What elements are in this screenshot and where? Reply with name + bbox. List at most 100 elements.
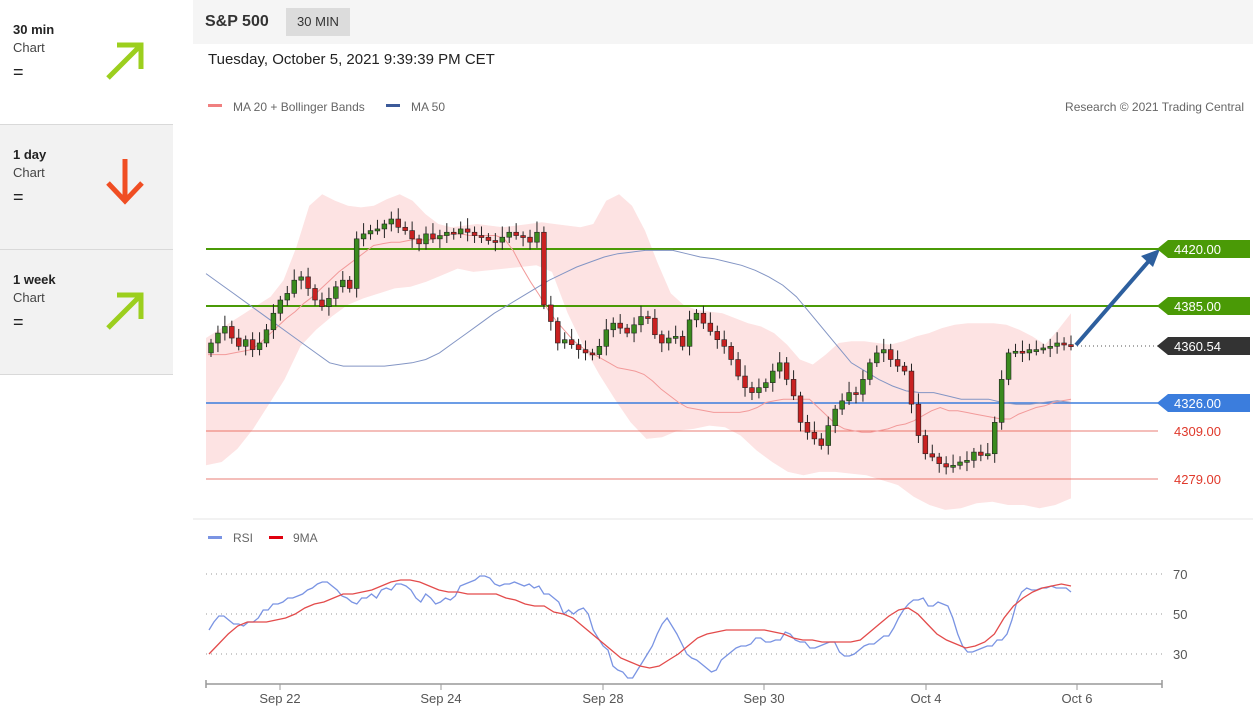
candle — [998, 379, 1005, 423]
level-tag-last — [1157, 337, 1250, 355]
candle — [360, 233, 367, 240]
candle — [985, 453, 991, 457]
level-label-last: 4360.54 — [1174, 339, 1221, 354]
legend-ma20: MA 20 + Bollinger Bands — [233, 100, 365, 114]
candle — [714, 331, 720, 340]
candle — [832, 408, 838, 426]
candle — [263, 329, 270, 344]
candles — [208, 208, 1074, 475]
candle — [686, 319, 693, 347]
candle — [437, 235, 443, 240]
candle — [742, 375, 748, 388]
candle — [756, 387, 762, 393]
rsi-panel: 70 50 30 — [206, 567, 1187, 679]
candle — [749, 387, 755, 393]
candle — [568, 339, 575, 345]
candle — [541, 231, 547, 306]
level-tag-4420.00 — [1157, 240, 1250, 258]
timeframe-label: Chart — [13, 165, 45, 180]
timeframe-title: 1 day — [13, 147, 47, 162]
forecast-arrow-head — [1141, 249, 1160, 267]
timeframe-badge[interactable]: 30 MIN — [286, 8, 350, 36]
timeframe-card-1week[interactable]: 1 week Chart = — [0, 250, 173, 375]
candle — [374, 228, 381, 232]
level-label-4279.00: 4279.00 — [1174, 472, 1221, 487]
candle — [1068, 344, 1074, 347]
candle — [367, 230, 374, 235]
candle — [825, 425, 831, 446]
forecast-arrow-shaft — [1074, 260, 1150, 347]
level-label-4385.00: 4385.00 — [1174, 299, 1221, 314]
candle — [901, 365, 908, 372]
candle — [388, 218, 395, 225]
candle — [957, 461, 963, 466]
legend-swatch-9ma — [269, 536, 283, 539]
candle — [874, 352, 880, 364]
candle — [666, 337, 672, 344]
candle — [978, 451, 984, 456]
candle — [236, 337, 242, 347]
rsi-line — [208, 575, 1072, 679]
candle — [409, 230, 415, 240]
ma20-line — [208, 233, 1072, 433]
timeframe-status: = — [13, 312, 24, 332]
candle — [839, 400, 845, 410]
candle — [950, 465, 956, 468]
candle — [312, 288, 318, 301]
candle — [548, 304, 554, 322]
timeframe-sidebar: 30 min Chart = 1 day Chart = 1 week Char… — [0, 0, 173, 716]
timeframe-title: 1 week — [13, 272, 56, 287]
candle — [603, 329, 610, 347]
rsi-ma-line — [208, 579, 1072, 669]
candle — [922, 435, 929, 455]
candle — [1005, 352, 1012, 380]
candle — [1047, 345, 1053, 349]
candle — [735, 359, 741, 377]
timeframe-status: = — [13, 62, 24, 82]
candle — [929, 453, 935, 458]
chart-datetime: Tuesday, October 5, 2021 9:39:39 PM CET — [208, 51, 495, 68]
timeframe-card-30min[interactable]: 30 min Chart = — [0, 0, 173, 125]
candle — [451, 231, 457, 235]
legend-rsi: RSI — [233, 531, 253, 545]
candle — [464, 228, 471, 233]
candle — [291, 279, 297, 294]
candle — [416, 238, 422, 245]
x-tick-label: Sep 28 — [582, 691, 623, 706]
candle — [1033, 349, 1040, 352]
candle — [860, 379, 866, 395]
timeframe-title: 30 min — [13, 22, 55, 37]
chart-panel: S&P 500 30 MIN Tuesday, October 5, 2021 … — [193, 0, 1253, 716]
price-chart: 4420.00 4385.00 4360.54 4326.00 4309.00 4279.… — [193, 100, 1253, 706]
candle — [582, 349, 589, 354]
candle — [887, 349, 894, 360]
legend-swatch-ma50 — [386, 104, 400, 107]
rsi-level-label-30: 30 — [1173, 647, 1187, 662]
candle — [492, 240, 499, 243]
candle — [326, 298, 332, 307]
candle — [499, 236, 505, 243]
candle — [790, 379, 797, 397]
candle — [319, 299, 325, 307]
level-label-4420.00: 4420.00 — [1174, 242, 1221, 257]
x-tick-label: Oct 4 — [910, 691, 941, 706]
candle — [471, 231, 478, 236]
candle — [1019, 350, 1026, 354]
candle — [534, 231, 540, 243]
candle — [520, 235, 526, 238]
candle — [1040, 347, 1046, 351]
candle — [617, 322, 623, 329]
candle — [562, 339, 568, 344]
level-label-4309.00: 4309.00 — [1174, 424, 1221, 439]
level-tag-4385.00 — [1157, 297, 1250, 315]
candle — [229, 326, 235, 339]
candle — [943, 463, 949, 468]
candle — [430, 233, 436, 240]
level-labels: 4420.00 4385.00 4360.54 4326.00 4309.00 4279.… — [1157, 240, 1250, 487]
candle — [679, 336, 686, 347]
candle — [402, 226, 408, 231]
timeframe-card-1day[interactable]: 1 day Chart = — [0, 125, 173, 250]
candle — [513, 231, 519, 236]
candle — [992, 422, 998, 455]
timeframe-label: Chart — [13, 290, 45, 305]
